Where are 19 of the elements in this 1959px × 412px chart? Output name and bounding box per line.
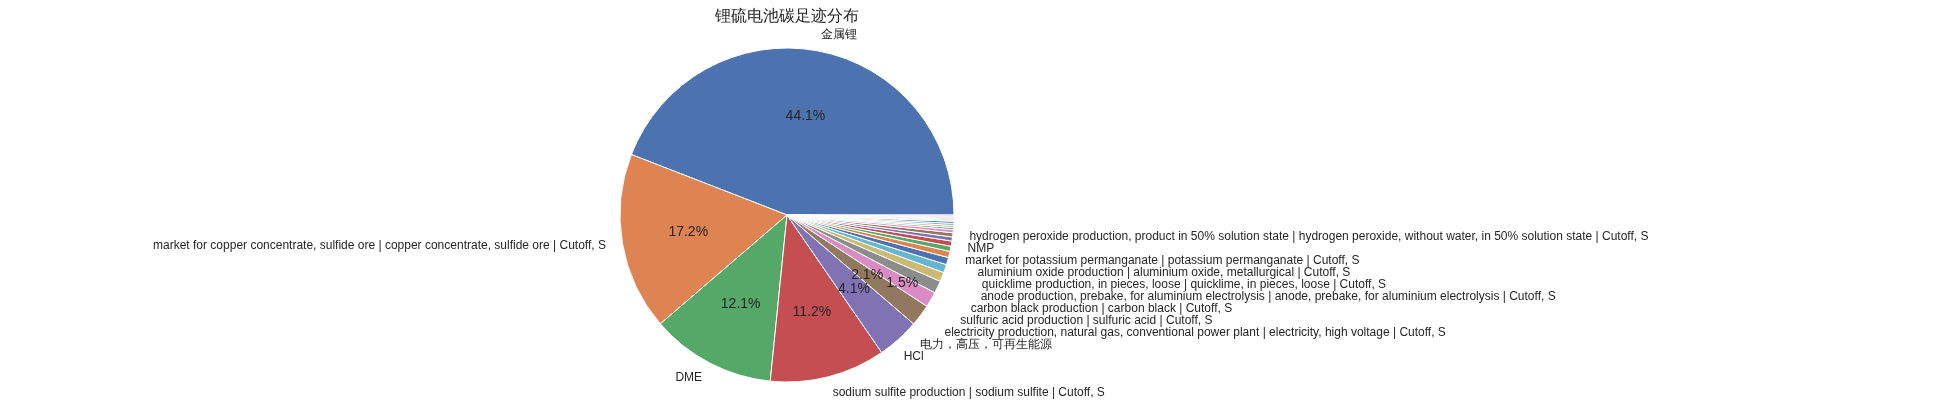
slice-label: sulfuric acid production | sulfuric acid | Cutoff, S (960, 313, 1213, 328)
data-label: 11.2% (792, 302, 832, 319)
data-label: 44.1% (785, 107, 826, 124)
slice-label: market for copper concentrate, sulfide ore | copper concentrate, sulfide ore | Cutoff, S (153, 238, 606, 253)
data-label: 12.1% (720, 294, 761, 311)
slice-label: NMP (967, 241, 995, 256)
slice-label: anode production, prebake, for aluminium electrolysis | anode, prebake, for aluminium electrolysis | Cutoff, S (980, 289, 1556, 304)
chart-title: 锂硫电池碳足迹分布 (714, 7, 859, 25)
slice-label: market for potassium permanganate | potassium permanganate | Cutoff, S (965, 253, 1360, 268)
data-label: 1.5% (886, 273, 919, 290)
slice-label: HCl (903, 349, 924, 364)
slice-label: 金属锂 (820, 26, 857, 41)
slice-label: carbon black production | carbon black | Cutoff, S (970, 301, 1233, 316)
data-label: 17.2% (668, 222, 709, 239)
slice-label: hydrogen peroxide production, product in 50% solution state | hydrogen peroxide, without water, in 50% solution state | Cutoff, S (969, 229, 1649, 244)
slice-label: DME (675, 370, 703, 385)
slice-label: electricity production, natural gas, conventional power plant | electricity, high voltage | Cutoff, S (944, 325, 1446, 340)
slice-label: sodium sulfite production | sodium sulfite | Cutoff, S (832, 385, 1105, 400)
data-label: 4.1% (838, 280, 870, 297)
